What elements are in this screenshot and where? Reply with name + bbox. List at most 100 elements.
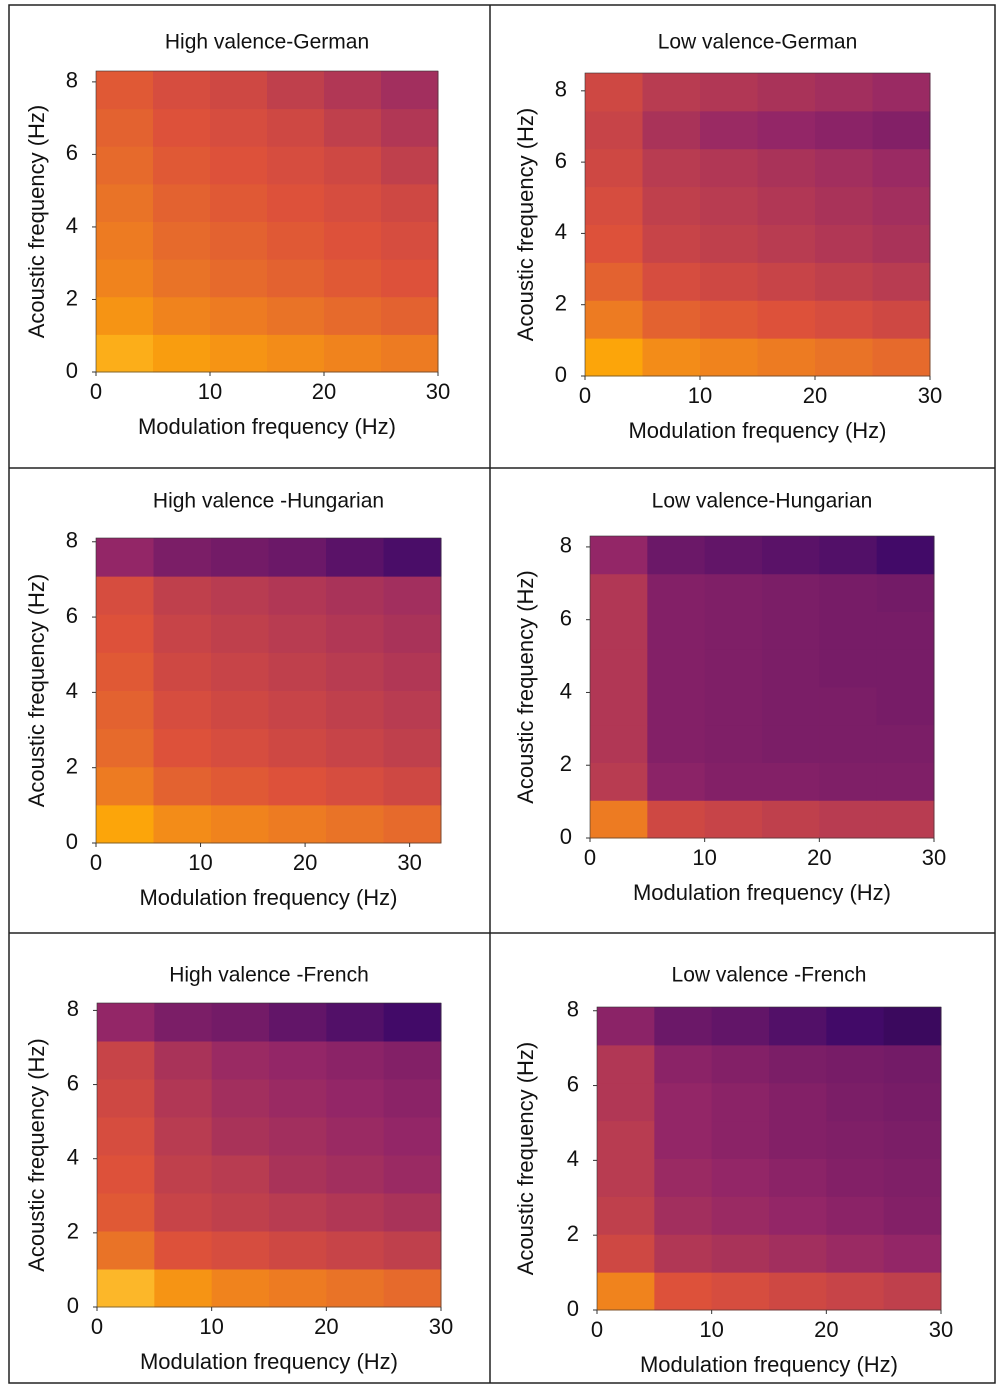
y-tick-label: 8 — [555, 77, 567, 102]
heatmap-cell — [704, 649, 763, 688]
heatmap-cell — [815, 300, 873, 339]
heatmap-cell — [268, 804, 327, 844]
chart-title: High valence -French — [169, 964, 369, 987]
x-tick-label: 10 — [188, 850, 212, 875]
y-tick-label: 2 — [555, 291, 567, 316]
heatmap-cell — [654, 1007, 713, 1046]
heatmap-cell — [876, 573, 935, 612]
heatmap-cell — [324, 221, 382, 260]
heatmap-cell — [324, 108, 382, 147]
heatmap-cell — [819, 611, 878, 650]
heatmap-cell — [826, 1044, 885, 1084]
heatmap-cell — [326, 614, 384, 653]
heatmap-cell — [819, 724, 878, 763]
heatmap-cell — [211, 804, 269, 844]
y-tick-label: 4 — [560, 678, 572, 703]
heatmap-cell — [381, 108, 439, 147]
heatmap-cell — [96, 690, 154, 730]
y-tick-label: 4 — [555, 219, 567, 244]
x-axis-label: Modulation frequency (Hz) — [139, 885, 397, 910]
heatmap-cell — [383, 614, 442, 653]
heatmap-cell — [383, 766, 442, 806]
heatmap-cell — [585, 110, 643, 150]
x-tick-label: 10 — [199, 1314, 223, 1339]
heatmap-cell — [704, 762, 763, 801]
heatmap-cell — [268, 690, 327, 730]
heatmap-cell — [153, 296, 211, 335]
heatmap-cell — [647, 573, 706, 612]
y-tick-label: 8 — [67, 996, 79, 1021]
heatmap-cell — [876, 762, 935, 801]
heatmap-cell — [326, 1231, 385, 1270]
y-tick-label: 8 — [66, 528, 78, 553]
heatmap-cell — [97, 1193, 155, 1232]
x-axis-label: Modulation frequency (Hz) — [140, 1349, 398, 1374]
heatmap-cell — [326, 690, 384, 730]
heatmap-cell — [883, 1196, 942, 1235]
heatmap-cell — [757, 338, 816, 377]
heatmap-cell — [883, 1234, 942, 1273]
heatmap-cell — [711, 1234, 770, 1273]
y-tick-label: 0 — [560, 824, 572, 849]
heatmap-cell — [210, 334, 268, 373]
y-tick-label: 6 — [560, 605, 572, 630]
heatmap-cell — [383, 1003, 442, 1042]
heatmap-cell — [269, 1117, 327, 1156]
heatmap-cell — [97, 1079, 155, 1118]
y-tick-label: 6 — [555, 148, 567, 173]
x-tick-label: 0 — [584, 845, 596, 870]
x-tick-label: 30 — [429, 1314, 453, 1339]
heatmap-cell — [815, 262, 873, 301]
heatmap-cell — [383, 690, 442, 730]
heatmap-cell — [383, 538, 442, 577]
plot-frame — [589, 535, 935, 839]
x-tick-label: 10 — [688, 383, 712, 408]
heatmap-cell — [153, 538, 212, 577]
heatmap-cell — [757, 300, 816, 339]
heatmap-cell — [383, 1155, 442, 1194]
heatmap-cell — [700, 186, 758, 225]
heatmap-cell — [826, 1272, 885, 1311]
heatmap — [97, 1003, 442, 1308]
heatmap-cell — [700, 338, 758, 377]
heatmap-cell — [211, 1269, 270, 1308]
x-tick-label: 10 — [692, 845, 716, 870]
heatmap-cell — [324, 296, 382, 335]
heatmap-cell — [267, 296, 325, 335]
heatmap-cell — [815, 110, 873, 150]
heatmap-cell — [211, 1193, 270, 1232]
heatmap-cell — [704, 536, 763, 575]
heatmap-cell — [819, 800, 878, 839]
heatmap-cell — [769, 1234, 827, 1273]
heatmap-cell — [654, 1158, 713, 1197]
heatmap-cell — [268, 538, 327, 577]
heatmap-cell — [381, 296, 439, 335]
heatmap-cell — [211, 766, 269, 806]
heatmap-cell — [597, 1234, 655, 1273]
y-tick-label: 0 — [555, 362, 567, 387]
heatmap-cell — [96, 221, 154, 260]
heatmap-cell — [647, 800, 706, 839]
heatmap-cell — [269, 1155, 327, 1194]
heatmap-cell — [381, 71, 439, 110]
heatmap-cell — [211, 1041, 270, 1080]
heatmap-cell — [872, 110, 931, 150]
y-tick-label: 2 — [66, 285, 78, 310]
heatmap-cell — [96, 259, 154, 298]
plot-frame — [95, 70, 439, 373]
chart-title: Low valence -French — [672, 964, 867, 987]
y-tick-label: 2 — [567, 1221, 579, 1246]
heatmap-cell — [210, 71, 268, 110]
heatmap-cell — [154, 1003, 213, 1042]
heatmap-cell — [762, 649, 820, 688]
heatmap-cell — [883, 1158, 942, 1197]
heatmap-cell — [326, 728, 384, 768]
heatmap-cell — [268, 576, 327, 615]
heatmap-cell — [769, 1272, 827, 1311]
y-tick-label: 2 — [66, 754, 78, 779]
heatmap-cell — [326, 1079, 385, 1118]
heatmap-cell — [96, 614, 154, 653]
heatmap-cell — [647, 762, 706, 801]
x-tick-label: 0 — [579, 383, 591, 408]
